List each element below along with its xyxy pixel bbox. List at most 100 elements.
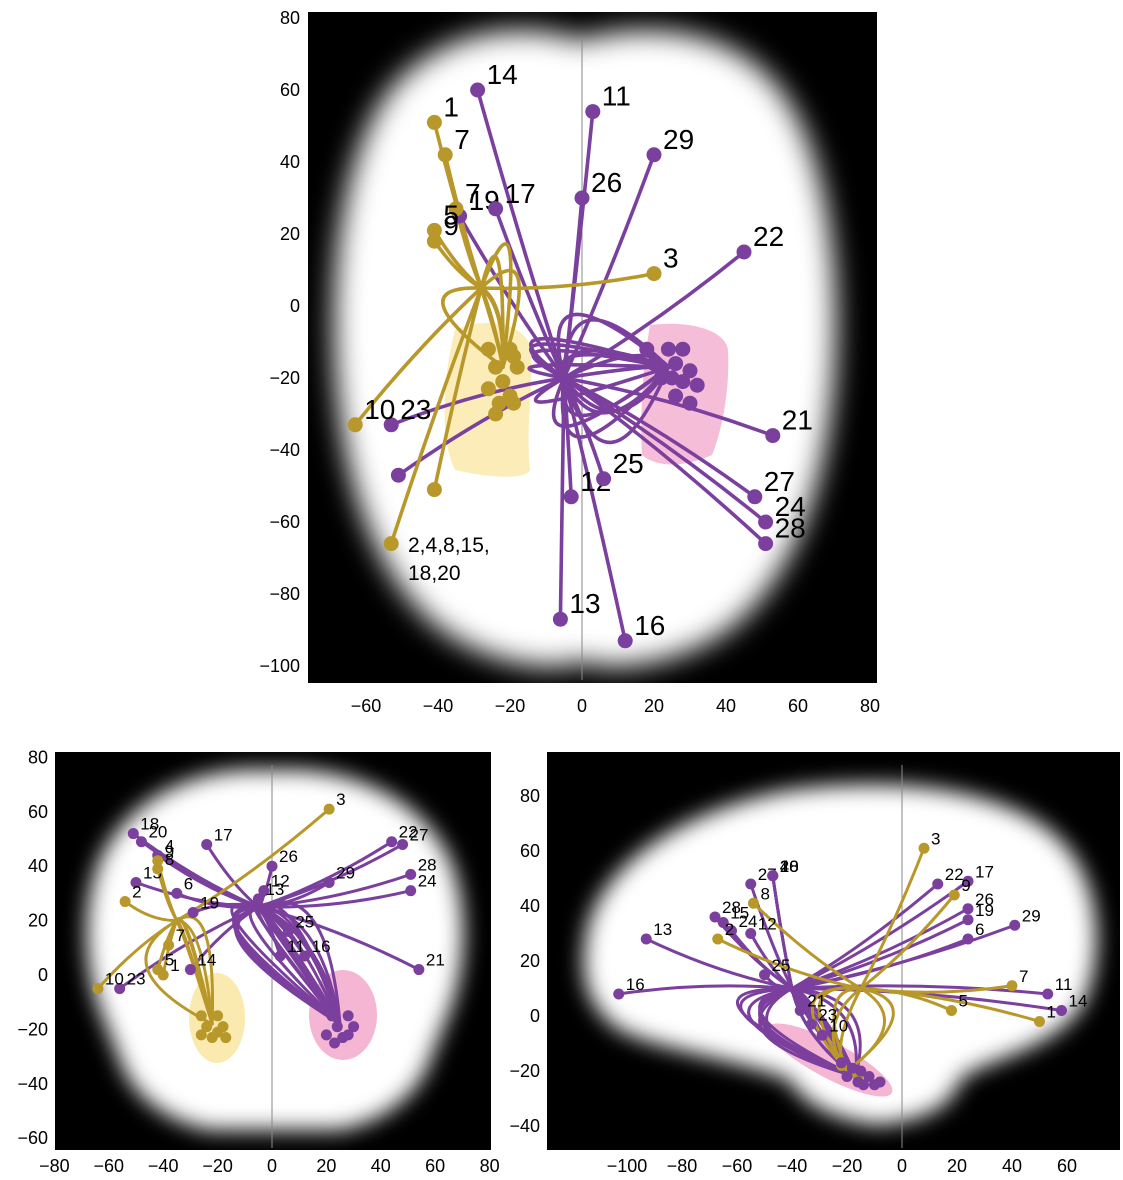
sagittal-purple-label: 10: [829, 1016, 848, 1035]
coronal-olive-label: 8: [165, 850, 174, 869]
axial-olive-endpoint: [646, 266, 662, 282]
sagittal-brain-mask: [583, 784, 1097, 1125]
coronal-purple-endpoint: [266, 860, 278, 872]
sagittal-olive-endpoint: [918, 842, 930, 854]
sagittal-purple-endpoint: [709, 911, 721, 923]
coronal-olive-endpoint: [163, 939, 175, 951]
coronal-olive-label: 9: [165, 842, 174, 861]
sagittal-purple-endpoint: [794, 1005, 806, 1016]
axial-purple-label: 23: [400, 394, 431, 425]
coronal-purple-label: 12: [271, 872, 290, 891]
sagittal-y-tick-label: 20: [520, 951, 540, 971]
axial-tracts: [353, 88, 775, 643]
sagittal-y-tick-label: 0: [530, 1006, 540, 1026]
coronal-olive-cluster-dot: [212, 1026, 224, 1038]
coronal-olive-endpoint: [92, 983, 104, 995]
axial-purple-cluster-dot: [682, 363, 698, 379]
coronal-purple-endpoint: [127, 828, 139, 840]
axial-olive-cluster-dot: [506, 395, 522, 411]
axial-purple-label: 16: [634, 610, 665, 641]
axial-purple-label: 14: [487, 59, 518, 90]
coronal-tract-purple-20: [230, 902, 421, 1026]
axial-purple-label: 29: [663, 124, 694, 155]
sagittal-purple-label: 25: [772, 956, 791, 975]
axial-purple-label: 28: [775, 513, 806, 544]
coronal-olive-label: 5: [165, 951, 174, 970]
sagittal-purple-endpoint: [816, 1029, 828, 1041]
sagittal-y-tick-label: −20: [509, 1061, 540, 1081]
sagittal-purple-endpoint: [745, 928, 757, 939]
axial-purple-label: 24: [775, 491, 806, 522]
sagittal-y-tick-label: −40: [509, 1116, 540, 1136]
sagittal-purple-label: 6: [975, 920, 984, 939]
axial-olive-cluster-dot: [488, 406, 504, 422]
axial-olive-endpoint: [426, 114, 442, 130]
coronal-purple-endpoint: [171, 887, 183, 899]
coronal-purple-label: 11: [287, 937, 305, 956]
axial-purple-endpoint: [383, 417, 399, 433]
coronal-purple-label: 27: [410, 825, 429, 844]
coronal-purple-endpoint: [282, 925, 294, 937]
axial-purple-cluster-dot: [689, 377, 705, 393]
coronal-olive-label: 7: [176, 926, 185, 945]
axial-purple-cluster-dot: [646, 356, 662, 372]
sagittal-purple-endpoint: [767, 870, 779, 882]
axial-y-tick-label: 80: [280, 8, 300, 28]
axial-group-label-line2: 18,20: [408, 562, 461, 585]
coronal-y-tick-label: 0: [38, 965, 48, 985]
coronal-olive-label: 3: [336, 790, 345, 809]
coronal-purple-label: 4: [165, 836, 174, 855]
sagittal-purple-label: 26: [975, 890, 994, 909]
coronal-purple-label: 14: [197, 951, 216, 970]
axial-pink-region: [641, 323, 729, 465]
axial-y-tick-label: 40: [280, 152, 300, 172]
sagittal-x-tick-label: 20: [947, 1156, 967, 1176]
coronal-purple-endpoint: [130, 877, 142, 889]
axial-purple-label: 22: [753, 221, 784, 252]
sagittal-purple-endpoint: [962, 875, 974, 887]
axial-y-tick-label: −60: [269, 512, 300, 532]
coronal-purple-label: 17: [214, 825, 233, 844]
axial-olive-endpoint: [426, 233, 442, 249]
sagittal-purple-label: 16: [626, 975, 645, 994]
axial-purple-endpoint: [646, 147, 662, 163]
axial-olive-label: 5: [443, 199, 459, 230]
axial-tract-olive-8: [389, 242, 513, 546]
coronal-purple-label: 13: [265, 880, 284, 899]
axial-purple-endpoint: [390, 467, 406, 483]
sagittal-x-tick-label: −100: [607, 1156, 648, 1176]
coronal-olive-cluster-dot: [212, 1010, 224, 1022]
axial-ticks: −60 −40 −20 0 20 40 60 80 80 60 40 20 0 −20 −40 −60 −80 −…: [259, 8, 880, 716]
axial-purple-endpoint: [765, 428, 781, 444]
sagittal-tracts: [617, 846, 1063, 1078]
sagittal-olive-label: 2: [725, 920, 734, 939]
coronal-purple-endpoint: [323, 877, 335, 889]
coronal-purple-cluster-dot: [342, 1010, 354, 1022]
sagittal-purple-label: 22: [945, 865, 964, 884]
sagittal-purple-label: 18: [780, 857, 799, 876]
coronal-purple-cluster-dot: [342, 1029, 354, 1041]
axial-olive-label: 7: [465, 178, 481, 209]
coronal-olive-endpoint: [119, 896, 131, 908]
sagittal-purple-endpoint: [1009, 919, 1021, 931]
sagittal-olive-label: 9: [961, 876, 970, 895]
sagittal-x-tick-label: 0: [897, 1156, 907, 1176]
sagittal-olive-endpoint: [712, 933, 724, 945]
axial-y-tick-label: −20: [269, 368, 300, 388]
coronal-olive-endpoint: [157, 969, 169, 981]
coronal-purple-label: 16: [312, 937, 331, 956]
coronal-purple-endpoint: [114, 983, 126, 995]
coronal-olive-label: 1: [170, 956, 179, 975]
coronal-purple-endpoint: [184, 964, 196, 976]
axial-y-tick-label: −100: [259, 656, 300, 676]
coronal-ticks: −80 −60 −40 −20 0 20 40 60 80 80 60 40 20 0 −20 −40 −60: [17, 747, 499, 1176]
coronal-x-tick-label: −60: [94, 1156, 125, 1176]
coronal-x-tick-label: 60: [425, 1156, 445, 1176]
coronal-y-tick-label: −40: [17, 1074, 48, 1094]
sagittal-y-tick-label: 60: [520, 841, 540, 861]
coronal-tract-olive-7: [96, 915, 215, 1026]
sagittal-purple-label: 17: [975, 862, 994, 881]
coronal-purple-label: 18: [140, 815, 159, 834]
